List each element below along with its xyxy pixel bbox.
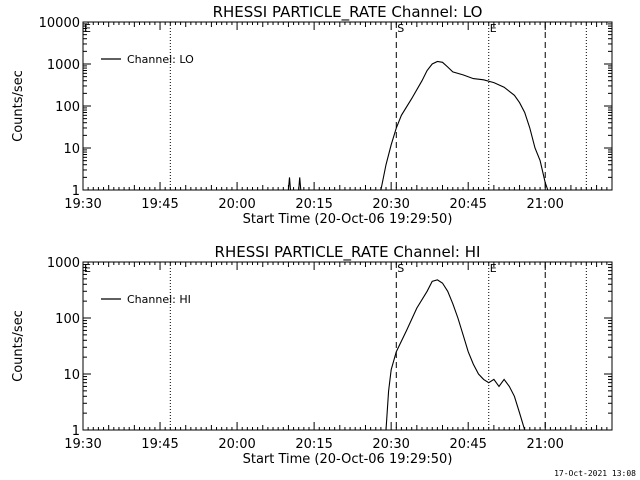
chart-title: RHESSI PARTICLE_RATE Channel: HI	[215, 243, 481, 262]
series-line	[83, 60, 549, 191]
x-tick-label: 19:45	[141, 197, 178, 212]
plot-frame	[82, 261, 613, 431]
x-tick-label: 20:45	[449, 437, 486, 452]
y-tick-label: 10	[63, 142, 80, 157]
x-tick-label: 20:00	[218, 197, 255, 212]
x-tick-label: 21:00	[526, 197, 563, 212]
x-tick-label: 20:15	[295, 197, 332, 212]
y-tick-label: 100	[55, 312, 80, 327]
corner-marker: E	[84, 262, 91, 275]
series-line	[385, 279, 526, 431]
marker-label: E	[490, 262, 497, 275]
marker-label: E	[490, 22, 497, 35]
corner-marker: E	[84, 22, 91, 35]
x-tick-label: 20:45	[449, 197, 486, 212]
x-axis-label: Start Time (20-Oct-06 19:29:50)	[243, 452, 453, 467]
y-axis-label: Counts/sec	[11, 70, 26, 142]
y-tick-label: 100	[55, 100, 80, 115]
y-tick-label: 10	[63, 368, 80, 383]
x-tick-label: 20:15	[295, 437, 332, 452]
x-tick-label: 19:30	[64, 437, 101, 452]
x-tick-label: 19:45	[141, 437, 178, 452]
legend-label: Channel: LO	[127, 53, 194, 66]
x-axis-label: Start Time (20-Oct-06 19:29:50)	[243, 212, 453, 227]
x-tick-label: 20:30	[372, 197, 409, 212]
chart-title: RHESSI PARTICLE_RATE Channel: LO	[213, 3, 483, 22]
marker-label: S	[397, 262, 404, 275]
plot-frame	[82, 21, 613, 191]
y-tick-label: 1	[72, 184, 80, 199]
legend-label: Channel: HI	[127, 293, 191, 306]
y-axis-label: Counts/sec	[11, 310, 26, 382]
timestamp-label: 17-Oct-2021 13:08	[554, 469, 636, 478]
x-tick-label: 19:30	[64, 197, 101, 212]
y-tick-label: 1	[72, 424, 80, 439]
y-tick-label: 1000	[47, 256, 80, 271]
y-tick-label: 10000	[39, 16, 80, 31]
x-tick-label: 20:00	[218, 437, 255, 452]
x-tick-label: 20:30	[372, 437, 409, 452]
x-tick-label: 21:00	[526, 437, 563, 452]
marker-label: S	[397, 22, 404, 35]
y-tick-label: 1000	[47, 58, 80, 73]
